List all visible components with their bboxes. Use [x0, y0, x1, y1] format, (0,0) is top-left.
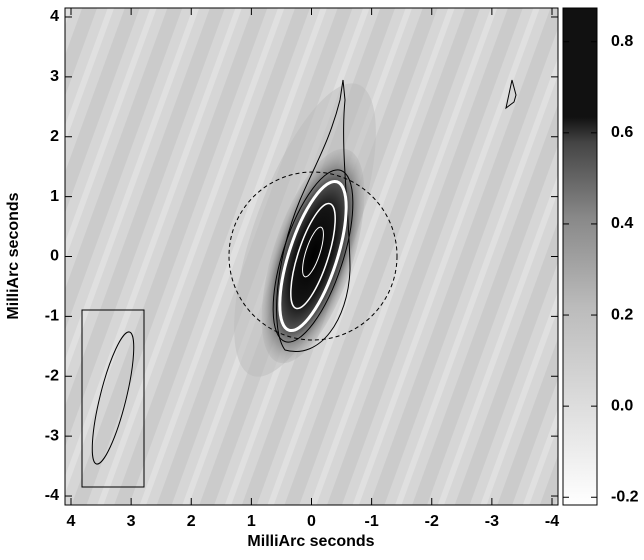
x-tick-label: -2: [425, 513, 439, 530]
y-tick-label: 4: [50, 8, 59, 25]
colorbar-tick-label: 0.0: [611, 397, 633, 414]
x-tick-label: -1: [365, 513, 379, 530]
y-tick-label: -1: [45, 308, 59, 325]
y-tick-label: -4: [45, 487, 59, 504]
x-tick-label: 0: [307, 513, 316, 530]
colorbar-tick-label: 0.4: [611, 215, 633, 232]
y-tick-label: 1: [50, 188, 59, 205]
map: [65, 8, 558, 505]
x-axis-label: MilliArc seconds: [247, 533, 374, 550]
x-tick-label: 2: [187, 513, 196, 530]
chart: MilliArc seconds MilliArc seconds 4 3 2 1 0 -…: [0, 0, 644, 555]
colorbar: [563, 8, 597, 505]
y-tick-label: 2: [50, 128, 59, 145]
y-tick-label: -3: [45, 427, 59, 444]
colorbar-tick-label: 0.8: [611, 33, 633, 50]
x-tick-label: 1: [247, 513, 256, 530]
colorbar-tick-label: 0.2: [611, 306, 633, 323]
colorbar-tick-label: 0.6: [611, 124, 633, 141]
x-tick-label: 4: [67, 513, 76, 530]
y-axis-label: MilliArc seconds: [5, 192, 22, 319]
y-tick-label: 0: [50, 248, 59, 265]
y-tick-label: -2: [45, 367, 59, 384]
x-tick-label: -3: [485, 513, 499, 530]
x-tick-label: 3: [127, 513, 136, 530]
y-tick-label: 3: [50, 68, 59, 85]
colorbar-tick-label: -0.2: [611, 488, 639, 505]
x-tick-label: -4: [545, 513, 559, 530]
